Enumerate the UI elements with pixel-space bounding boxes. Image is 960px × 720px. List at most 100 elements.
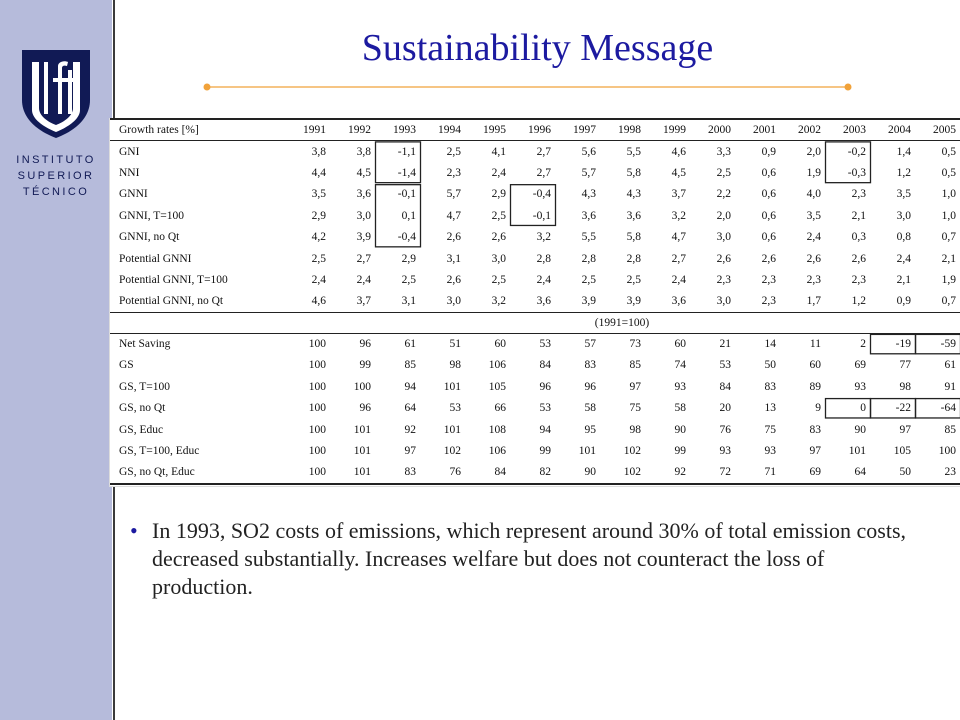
table-cell: 72 <box>689 461 735 485</box>
table-cell: 0,6 <box>761 231 776 244</box>
table-cell: 2,7 <box>356 252 371 265</box>
table-cell: 4,4 <box>311 166 326 179</box>
table-cell: 2,0 <box>806 145 821 158</box>
table-cell: 92 <box>644 461 690 485</box>
table-cell: 3,8 <box>311 145 326 158</box>
table-cell: 0,5 <box>941 166 956 179</box>
table-cell: 3,6 <box>509 290 555 313</box>
table-cell: 2,9 <box>311 209 326 222</box>
table-cell: 0,5 <box>941 145 956 158</box>
table-cell: -0,4 <box>397 231 416 244</box>
table-cell: 93 <box>719 445 732 458</box>
table-cell: 92 <box>404 423 417 436</box>
table-cell: 2,5 <box>626 273 641 286</box>
table-row: GS, Educ 100 101 92 101 108 94 95 98 90 76 75 83 90 97… <box>111 419 960 440</box>
table-cell: 108 <box>488 423 506 436</box>
table-cell: 2,3 <box>761 273 776 286</box>
table-row: GNI 3,8 3,8 -1,1 2,5 4,1 2,7 5,6 5,5 4,6 3,3 0,9 2,0… <box>111 141 960 162</box>
table-cell: 2,1 <box>941 252 956 265</box>
table-cell: 0 <box>860 402 866 415</box>
table-cell: 99 <box>539 445 552 458</box>
table-cell: 2,8 <box>536 252 551 265</box>
table-cell: 101 <box>329 461 375 485</box>
table-cell: -0,3 <box>847 166 866 179</box>
table-cell: 84 <box>539 359 552 372</box>
table-cell: 2,3 <box>851 273 866 286</box>
table-row: GNNI 3,5 3,6 -0,1 5,7 2,9 -0,4 4,3 4,3 3,7 2,2 0,6 4… <box>111 184 960 205</box>
table-cell: -19 <box>895 338 911 351</box>
table-cell: 1,9 <box>941 273 956 286</box>
table-cell: 3,8 <box>356 145 371 158</box>
table-row: GNNI, T=100 2,9 3,0 0,1 4,7 2,5 -0,1 3,6 3,6 3,2 2… <box>111 205 960 226</box>
table-cell: 4,5 <box>671 166 686 179</box>
table-cell: 1,4 <box>896 145 911 158</box>
year-header: 1996 <box>509 118 555 142</box>
table-cell: 3,0 <box>896 209 911 222</box>
table-cell: 100 <box>353 380 371 393</box>
table-cell: 76 <box>419 461 465 485</box>
table-cell: 95 <box>584 423 597 436</box>
table-cell: 105 <box>488 380 506 393</box>
table-cell: 94 <box>539 423 552 436</box>
table-cell: 5,7 <box>446 188 461 201</box>
table-cell: 3,9 <box>554 290 600 313</box>
table-cell: 100 <box>308 423 326 436</box>
table-cell: 93 <box>764 445 777 458</box>
bullet-text: In 1993, SO2 costs of emissions, which r… <box>152 518 907 599</box>
table-cell: 97 <box>404 445 417 458</box>
year-header: 1992 <box>329 118 375 142</box>
table-cell: 93 <box>854 380 867 393</box>
table-cell: 57 <box>584 338 597 351</box>
table-cell: 53 <box>719 359 732 372</box>
table-cell: 3,6 <box>626 209 641 222</box>
ist-logo-icon <box>22 50 90 138</box>
base-year-label: (1991=100) <box>284 312 960 334</box>
table-cell: 50 <box>869 461 915 485</box>
table-cell: 0,7 <box>941 231 956 244</box>
table-row: GNNI, no Qt 4,2 3,9 -0,4 2,6 2,6 3,2 5,5 5,8 4,7 3… <box>111 226 960 247</box>
table-cell: 2,4 <box>356 273 371 286</box>
table-cell: 3,0 <box>356 209 371 222</box>
year-header: 2004 <box>869 118 915 142</box>
row-label: GNNI <box>119 188 148 201</box>
table-cell: 100 <box>308 445 326 458</box>
table-header-row: Growth rates [%] 1991 1992 1993 1994 1995 199… <box>110 118 960 142</box>
table-cell: 99 <box>359 359 372 372</box>
table-cell: 4,0 <box>806 188 821 201</box>
table-cell: -1,1 <box>397 145 416 158</box>
table-cell: -59 <box>940 338 956 351</box>
table-row: Potential GNNI, no Qt 4,6 3,7 3,1 3,0 3,2 3,6 3… <box>110 290 960 313</box>
table-cell: 3,7 <box>671 188 686 201</box>
table-cell: 102 <box>599 461 645 485</box>
table-cell: 1,9 <box>806 166 821 179</box>
row-label: GNNI, T=100 <box>119 209 185 222</box>
table-cell: 98 <box>449 359 462 372</box>
table-cell: 64 <box>404 402 417 415</box>
table-cell: 2,1 <box>851 209 866 222</box>
table-row: NNI 4,4 4,5 -1,4 2,3 2,4 2,7 5,7 5,8 4,5 2,5 0,6 1,9… <box>111 162 960 183</box>
table-cell: 2,8 <box>581 252 596 265</box>
table-cell: 1,0 <box>941 209 956 222</box>
table-cell: 61 <box>944 359 957 372</box>
year-header: 1998 <box>599 118 645 142</box>
table-cell: -1,4 <box>397 166 416 179</box>
table-cell: 61 <box>404 338 417 351</box>
table-cell: 2,5 <box>716 166 731 179</box>
row-label: GNI <box>119 145 140 158</box>
table-cell: 84 <box>719 380 732 393</box>
table-cell: 1,2 <box>896 166 911 179</box>
table-cell: 97 <box>809 445 822 458</box>
table-cell: 96 <box>359 338 372 351</box>
table-cell: 3,2 <box>671 209 686 222</box>
table-cell: 0,1 <box>401 209 416 222</box>
table-cell: 5,5 <box>626 145 641 158</box>
data-table-image: Growth rates [%] 1991 1992 1993 1994 1995 199… <box>109 118 960 487</box>
table-cell: -0,1 <box>532 209 551 222</box>
table-cell: 2,7 <box>536 166 551 179</box>
row-label: GS, no Qt <box>119 402 166 415</box>
table-cell: 66 <box>494 402 507 415</box>
table-cell: 96 <box>584 380 597 393</box>
table-cell: 3,6 <box>644 290 690 313</box>
table-cell: -64 <box>940 402 956 415</box>
table-cell: 58 <box>674 402 687 415</box>
